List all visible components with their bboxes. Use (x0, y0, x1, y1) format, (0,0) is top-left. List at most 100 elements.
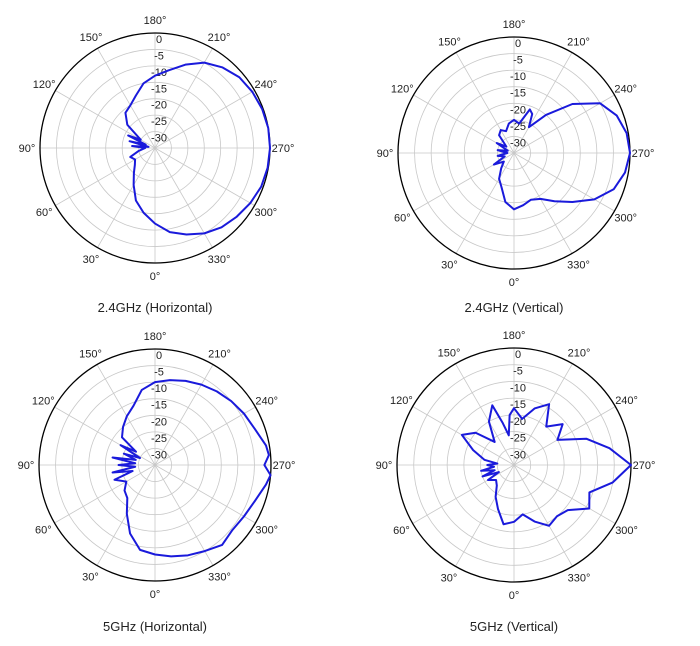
angle-tick-label: 60° (393, 525, 410, 537)
radial-tick-label: -5 (513, 55, 523, 67)
angle-tick-label: 240° (615, 395, 638, 407)
grid-spoke (513, 152, 573, 254)
angle-tick-label: 150° (80, 32, 103, 44)
grid-spoke (97, 48, 156, 149)
polar-grid (396, 347, 632, 583)
chart-caption: 2.4GHz (Horizontal) (98, 300, 213, 315)
radial-tick-label: 0 (156, 34, 162, 46)
angle-tick-label: 150° (79, 348, 102, 360)
angle-tick-label: 270° (633, 460, 656, 472)
angle-tick-label: 30° (83, 254, 100, 266)
radial-tick-label: 0 (515, 38, 521, 50)
radial-tick-label: 0 (515, 349, 521, 361)
angle-tick-label: 0° (509, 590, 520, 602)
chart-caption: 5GHz (Vertical) (470, 619, 558, 634)
radial-tick-label: -15 (151, 400, 167, 412)
radial-tick-label: -25 (510, 433, 526, 445)
grid-spoke (55, 147, 156, 206)
angle-tick-label: 0° (150, 271, 161, 283)
angle-tick-label: 210° (208, 32, 231, 44)
radial-tick-label: -20 (151, 100, 167, 112)
angle-tick-label: 150° (438, 347, 461, 359)
grid-spoke (513, 94, 615, 154)
polar-chart-5g-vertical: 180° 210° 240° 270° 300° 330° 0° 30° 60° 90° 120° 1… (376, 330, 656, 634)
angle-tick-label: 60° (36, 207, 53, 219)
polar-grid (39, 32, 271, 264)
angle-labels: 180° 210° 240° 270° 300° 330° 0° 30° 60° 90° 120° 1… (19, 15, 295, 283)
grid-spoke (455, 363, 515, 466)
radial-tick-label: -30 (510, 137, 526, 149)
radial-tick-label: -15 (510, 88, 526, 100)
angle-tick-label: 60° (394, 213, 411, 225)
angle-tick-label: 180° (144, 15, 167, 27)
angle-tick-label: 270° (273, 460, 296, 472)
radial-tick-label: -30 (510, 449, 526, 461)
grid-spoke (412, 464, 515, 524)
angle-tick-label: 330° (208, 572, 231, 584)
angle-tick-label: 210° (567, 36, 590, 48)
pattern-trace (492, 102, 631, 211)
grid-spoke (513, 464, 616, 524)
angle-tick-label: 0° (150, 589, 161, 601)
radial-tick-label: -5 (154, 367, 164, 379)
angle-labels: 180° 210° 240° 270° 300° 330° 0° 30° 60° 90° 120° 1… (18, 331, 296, 601)
grid-spoke (154, 147, 213, 248)
grid-spoke (455, 52, 515, 154)
angle-tick-label: 90° (18, 460, 35, 472)
chart-caption: 5GHz (Horizontal) (103, 619, 207, 634)
radial-tick-label: -5 (513, 366, 523, 378)
grid-spoke (154, 364, 214, 466)
angle-tick-label: 0° (509, 277, 520, 289)
radial-tick-labels: 0-5-10-15-20-25-30 (510, 38, 526, 149)
angle-tick-label: 120° (32, 396, 55, 408)
angle-tick-label: 270° (632, 148, 655, 160)
angle-tick-label: 270° (272, 143, 295, 155)
grid-spoke (513, 152, 615, 212)
grid-spoke (54, 464, 156, 524)
angle-tick-label: 300° (614, 213, 637, 225)
angle-tick-label: 240° (254, 79, 277, 91)
angle-tick-label: 30° (441, 573, 458, 585)
polar-chart-2g-horizontal: 180° 210° 240° 270° 300° 330° 0° 30° 60° 90° 120° 1… (19, 15, 295, 315)
pattern-trace (111, 379, 272, 558)
polar-chart-2g-vertical: 180° 210° 240° 270° 300° 330° 0° 30° 60° 90° 120° 1… (377, 19, 655, 315)
pattern-trace (124, 61, 271, 236)
angle-tick-label: 210° (208, 348, 231, 360)
angle-tick-label: 180° (503, 330, 526, 342)
radial-tick-label: -25 (151, 116, 167, 128)
angle-tick-label: 90° (19, 143, 36, 155)
radial-tick-label: -10 (510, 382, 526, 394)
angle-tick-label: 120° (33, 79, 56, 91)
grid-spoke (455, 152, 515, 254)
chart-caption: 2.4GHz (Vertical) (465, 300, 564, 315)
angle-tick-label: 210° (568, 347, 591, 359)
angle-tick-label: 240° (255, 396, 278, 408)
angle-tick-label: 150° (438, 36, 461, 48)
angle-tick-label: 330° (568, 573, 591, 585)
radial-tick-label: -10 (151, 383, 167, 395)
grid-spoke (154, 90, 255, 149)
angle-tick-label: 300° (255, 525, 278, 537)
radial-tick-labels: 0-5-10-15-20-25-30 (151, 34, 167, 145)
pattern-trace (460, 403, 632, 527)
angle-tick-label: 180° (144, 331, 167, 343)
grid-spoke (513, 464, 573, 567)
polar-grid (397, 36, 631, 270)
grid-spoke (97, 147, 156, 248)
angle-tick-label: 330° (208, 254, 231, 266)
polar-chart-5g-horizontal: 180° 210° 240° 270° 300° 330° 0° 30° 60° 90° 120° 1… (18, 331, 296, 634)
radial-tick-label: -15 (151, 83, 167, 95)
grid-spoke (54, 406, 156, 466)
grid-spoke (154, 406, 256, 466)
angle-tick-label: 120° (391, 84, 414, 96)
grid-spoke (154, 464, 214, 566)
angle-tick-label: 90° (376, 460, 393, 472)
radial-tick-label: -10 (510, 71, 526, 83)
grid-spoke (513, 406, 616, 466)
polar-grid (38, 348, 272, 582)
grid-spoke (513, 363, 573, 466)
angle-labels: 180° 210° 240° 270° 300° 330° 0° 30° 60° 90° 120° 1… (376, 330, 656, 602)
angle-labels: 180° 210° 240° 270° 300° 330° 0° 30° 60° 90° 120° 1… (377, 19, 655, 289)
grid-spoke (96, 464, 156, 566)
angle-tick-label: 90° (377, 148, 394, 160)
